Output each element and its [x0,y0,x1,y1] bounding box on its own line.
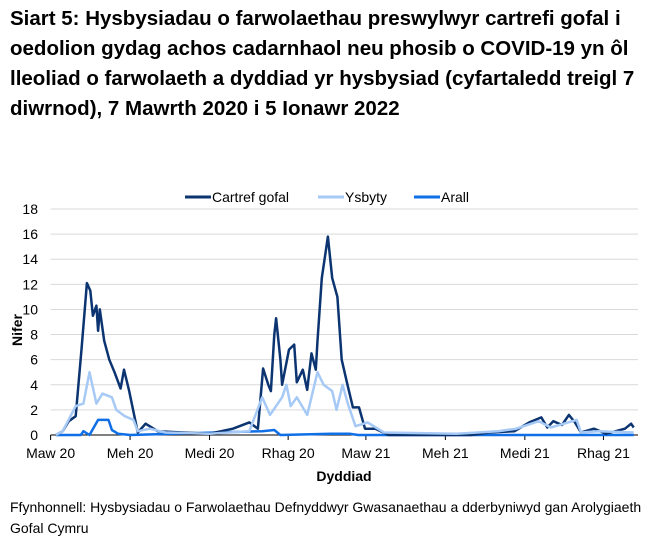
x-axis-title: Dyddiad [316,468,371,484]
y-tick-label: 8 [30,327,38,343]
x-tick-label: Rhag 21 [577,445,630,461]
legend-label: Arall [441,189,469,205]
x-tick-label: Maw 21 [341,445,390,461]
y-tick-label: 18 [22,201,38,217]
source-note: Ffynhonnell: Hysbysiadau o Farwolaethau … [10,499,642,536]
y-tick-label: 4 [30,377,38,393]
chart-title: Siart 5: Hysbysiadau o farwolaethau pres… [10,7,635,120]
y-tick-label: 2 [30,402,38,418]
x-tick-label: Rhag 20 [262,445,315,461]
x-tick-label: Meh 20 [107,445,154,461]
series-line-ysbyty [55,370,634,437]
legend-label: Cartref gofal [212,189,289,205]
x-tick-label: Medi 21 [500,445,550,461]
x-tick-label: Maw 20 [26,445,75,461]
series-line-arall [55,418,634,437]
y-tick-label: 14 [22,251,38,267]
y-tick-label: 6 [30,352,38,368]
y-tick-label: 10 [22,301,38,317]
y-tick-label: 16 [22,226,38,242]
x-tick-label: Medi 20 [185,445,235,461]
x-tick-label: Meh 21 [422,445,469,461]
y-axis-title: Nifer [9,314,25,346]
legend-label: Ysbyty [345,189,387,205]
y-tick-label: 0 [30,427,38,443]
y-tick-label: 12 [22,276,38,292]
series-line-cartref-gofal [55,235,635,437]
